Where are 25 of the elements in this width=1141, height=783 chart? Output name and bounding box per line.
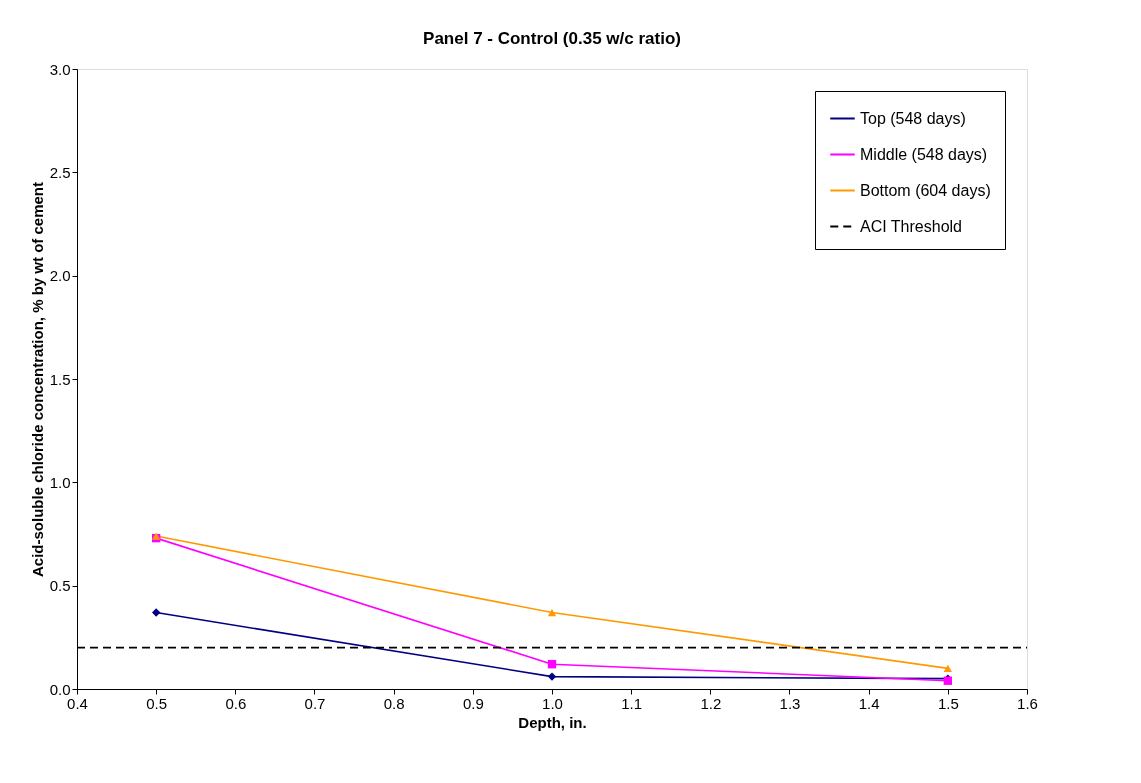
y-tick-label: 1.0: [49, 473, 71, 491]
x-tick-label: 0.5: [146, 694, 168, 712]
x-tick-label: 1.1: [621, 694, 643, 712]
x-axis-title: Depth, in.: [518, 713, 587, 731]
x-tick-label: 0.7: [304, 694, 326, 712]
legend-label: Bottom (604 days): [860, 181, 991, 199]
x-tick-label: 1.4: [858, 694, 880, 712]
y-tick-label: 2.5: [49, 163, 71, 181]
x-tick-label: 1.0: [542, 694, 563, 712]
y-tick-label: 3.0: [49, 60, 71, 78]
x-tick-label: 0.9: [462, 694, 484, 712]
legend-label: Top (548 days): [860, 109, 966, 127]
x-tick-label: 1.2: [700, 694, 722, 712]
legend-label: Middle (548 days): [860, 145, 988, 163]
x-tick-label: 0.8: [383, 694, 405, 712]
x-tick-label: 0.6: [225, 694, 247, 712]
x-tick-label: 1.5: [937, 694, 959, 712]
chart-title: Panel 7 - Control (0.35 w/c ratio): [423, 29, 681, 48]
y-tick-label: 2.0: [49, 267, 71, 285]
x-tick-label: 1.3: [779, 694, 801, 712]
legend-label: ACI Threshold: [860, 217, 962, 235]
y-tick-label: 1.5: [49, 370, 71, 388]
y-axis-title: Acid-soluble chloride concentration, % by wt of cement: [28, 181, 46, 578]
x-tick-label: 1.6: [1017, 694, 1038, 712]
y-tick-label: 0.5: [49, 577, 71, 595]
